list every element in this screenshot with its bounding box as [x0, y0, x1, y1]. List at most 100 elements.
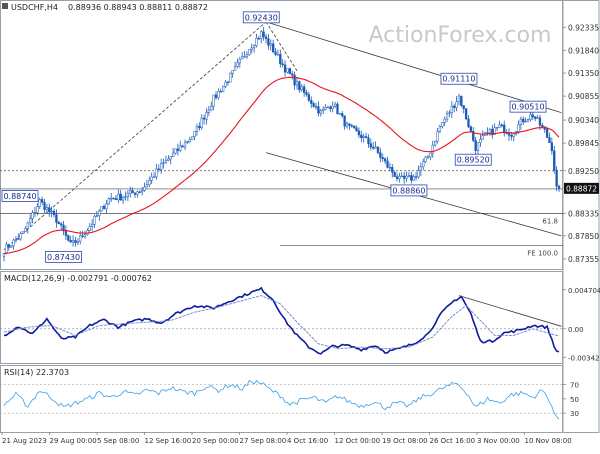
candle-body	[198, 126, 201, 128]
candle-body	[157, 168, 160, 170]
candle-body	[491, 129, 494, 136]
candle-body	[541, 125, 544, 127]
candle-body	[322, 109, 325, 111]
candle-body	[164, 160, 168, 164]
rsi-title: RSI(14) 22.3703	[4, 368, 69, 377]
candle-body	[522, 118, 525, 123]
candle-body	[17, 238, 20, 240]
time-axis-label: 4 Oct 16:00	[287, 437, 328, 445]
candle-body	[314, 106, 318, 108]
price-axis-label: 0.87850	[568, 232, 599, 241]
price-axis-label: 0.88335	[568, 209, 599, 218]
candle-body	[257, 38, 261, 40]
candle-body	[319, 110, 322, 114]
candle-body	[50, 210, 53, 213]
candle-body	[107, 197, 110, 205]
candle-body	[293, 74, 296, 86]
candle-body	[362, 136, 365, 139]
candle-body	[136, 191, 139, 195]
candle-body	[383, 158, 387, 162]
candle-body	[474, 140, 477, 151]
candle-body	[121, 197, 125, 201]
candle-body	[405, 175, 408, 179]
candle-body	[517, 124, 520, 132]
candle-body	[5, 244, 8, 254]
candle-body	[545, 128, 549, 138]
candle-body	[274, 51, 277, 55]
price-callout-box	[45, 251, 82, 263]
candle-body	[403, 175, 406, 179]
candle-body	[295, 81, 299, 86]
candle-body	[481, 135, 484, 140]
candle-body	[374, 146, 377, 149]
candle-body	[202, 117, 206, 120]
candle-body	[114, 198, 118, 201]
candle-body	[422, 161, 425, 168]
candle-body	[64, 230, 68, 236]
right-axis-frame	[562, 0, 600, 433]
candle-body	[181, 145, 184, 148]
rsi-axis-label: 30	[570, 410, 579, 418]
candle-body	[310, 100, 313, 104]
candle-body	[426, 156, 430, 159]
candle-body	[29, 218, 32, 224]
price-callout-box	[390, 184, 428, 197]
candle-body	[88, 226, 91, 231]
price-callout-box	[509, 100, 547, 113]
candle-body	[503, 124, 506, 134]
candle-body	[55, 214, 58, 223]
candle-body	[219, 91, 222, 93]
candle-body	[455, 101, 458, 108]
candle-body	[205, 112, 208, 120]
rsi-axis-label: 70	[570, 382, 579, 390]
candle-body	[350, 125, 353, 127]
candle-body	[329, 106, 332, 109]
candle-body	[436, 131, 439, 142]
candle-body	[90, 223, 94, 227]
candle-body	[410, 175, 413, 181]
time-axis-label: 21 Aug 2023	[2, 437, 47, 445]
candle-body	[345, 123, 349, 127]
last-price-value: 0.88872	[566, 184, 597, 193]
price-axis-label: 0.92335	[568, 23, 599, 32]
candle-body	[160, 163, 163, 170]
candle-body	[469, 126, 473, 132]
candle-body	[191, 136, 194, 140]
candle-body	[162, 162, 165, 164]
ohlc-readout: 0.88936 0.88943 0.88811 0.88872	[68, 3, 208, 12]
candle-body	[272, 43, 275, 53]
candle-body	[93, 216, 96, 225]
candle-body	[476, 142, 480, 151]
candle-body	[429, 152, 432, 158]
candle-body	[443, 118, 446, 123]
candle-body	[536, 117, 539, 119]
candle-body	[33, 211, 37, 214]
macd-axis-label: 0.00	[568, 326, 584, 334]
candle-body	[343, 115, 346, 127]
candle-body	[52, 210, 56, 215]
candle-body	[74, 240, 77, 243]
trend-line	[265, 21, 562, 114]
price-callout-text: 0.91110	[442, 75, 475, 84]
candle-body	[112, 197, 115, 200]
candle-body	[57, 222, 60, 225]
candle-body	[333, 103, 337, 107]
candle-body	[498, 124, 501, 128]
candle-body	[79, 235, 82, 242]
candle-body	[62, 224, 65, 232]
macd-line	[3, 286, 560, 355]
candle-body	[245, 54, 249, 57]
candle-body	[200, 117, 203, 128]
candle-body	[388, 166, 392, 169]
candle-body	[71, 240, 75, 243]
candle-body	[367, 137, 370, 144]
macd-axis-label: -0.003429	[568, 354, 600, 362]
candle-body	[353, 125, 356, 129]
candle-body	[357, 130, 361, 136]
price-callout-box	[440, 72, 478, 85]
candle-body	[214, 94, 218, 98]
moving-average-line	[3, 76, 560, 255]
signal-line	[3, 295, 559, 350]
candle-body	[355, 127, 358, 132]
